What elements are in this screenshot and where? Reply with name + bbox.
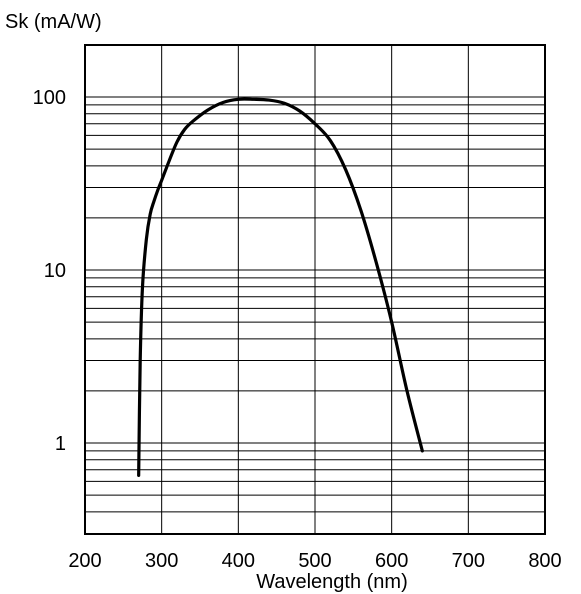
y-tick-label-1: 1	[55, 433, 66, 455]
plot-frame	[84, 44, 546, 535]
y-tick-label-100: 100	[33, 87, 66, 109]
x-tick-label-700: 700	[452, 550, 485, 572]
sensitivity-curve	[137, 97, 424, 477]
grid	[85, 45, 545, 534]
y-tick-label-10: 10	[44, 260, 66, 282]
x-axis-title: Wavelength (nm)	[256, 571, 408, 593]
x-tick-label-200: 200	[68, 550, 101, 572]
x-tick-label-600: 600	[375, 550, 408, 572]
x-tick-label-400: 400	[222, 550, 255, 572]
x-tick-label-800: 800	[528, 550, 561, 572]
curve-layer	[137, 97, 424, 477]
tick-labels: 200 300 400 500 600 700 800 1 10 100	[33, 87, 562, 572]
y-axis-title: Sk (mA/W)	[5, 11, 102, 33]
x-tick-label-300: 300	[145, 550, 178, 572]
x-tick-label-500: 500	[298, 550, 331, 572]
